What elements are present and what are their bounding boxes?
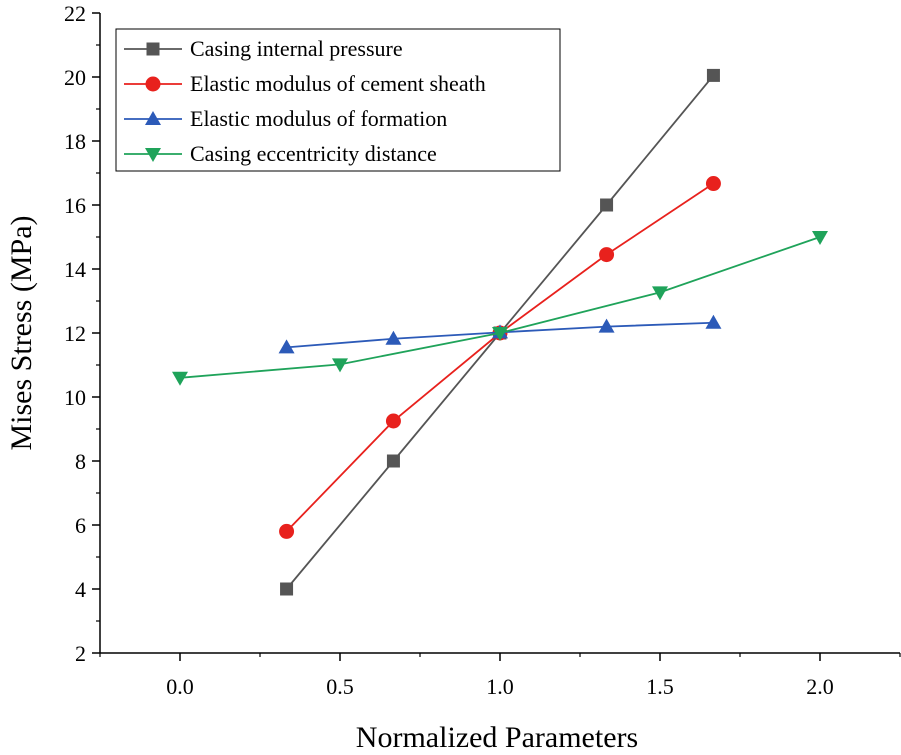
data-point	[385, 413, 401, 429]
y-tick-label: 6	[75, 513, 86, 538]
series-line	[179, 236, 821, 379]
data-point	[278, 339, 295, 354]
data-point	[598, 318, 615, 333]
y-tick-label: 18	[64, 129, 86, 154]
y-tick-label: 12	[64, 321, 86, 346]
data-point	[172, 371, 188, 386]
plot-area	[172, 68, 828, 596]
x-tick-label: 2.0	[806, 674, 834, 699]
data-point	[280, 582, 294, 596]
y-tick-label: 22	[64, 1, 86, 26]
y-tick-label: 4	[75, 577, 86, 602]
x-axis-title: Normalized Parameters	[356, 721, 638, 754]
x-tick-label: 1.5	[646, 674, 674, 699]
y-tick-label: 8	[75, 449, 86, 474]
legend-entry: Casing eccentricity distance	[124, 141, 437, 166]
series-4	[172, 231, 828, 386]
data-point	[705, 314, 722, 329]
data-point	[332, 358, 348, 373]
y-axis-title: Mises Stress (MPa)	[5, 215, 38, 450]
x-tick-label: 0.0	[166, 674, 194, 699]
data-point	[279, 523, 295, 539]
data-point	[599, 247, 615, 263]
legend-marker	[145, 148, 161, 162]
legend-label: Elastic modulus of formation	[190, 106, 447, 131]
legend-entry: Elastic modulus of formation	[124, 106, 447, 131]
legend-label: Casing eccentricity distance	[190, 141, 437, 166]
legend-label: Casing internal pressure	[190, 36, 403, 61]
legend-box	[115, 28, 561, 172]
legend: Casing internal pressure Elastic modulus …	[115, 28, 561, 172]
series-2	[279, 176, 721, 539]
y-tick-label: 20	[64, 65, 86, 90]
data-point	[492, 327, 508, 341]
data-point	[705, 176, 721, 192]
data-point	[812, 231, 828, 245]
y-tick-label: 10	[64, 385, 86, 410]
series-line	[285, 182, 714, 533]
y-tick-label: 2	[75, 641, 86, 666]
data-point	[600, 198, 614, 212]
y-tick-label: 16	[64, 193, 86, 218]
data-point	[385, 330, 402, 345]
legend-entry: Elastic modulus of cement sheath	[124, 71, 486, 96]
data-point	[706, 68, 720, 82]
y-tick-label: 14	[64, 257, 86, 282]
legend-marker	[145, 111, 161, 125]
data-point	[652, 286, 668, 301]
x-ticks: 0.0 0.5 1.0 1.5 2.0	[99, 653, 901, 699]
legend-marker	[145, 76, 161, 92]
x-tick-label: 1.0	[486, 674, 514, 699]
axes: 2 4 6 8 10 12 14 16 18 20 22 0.0 0.5 1.0 1.5 2.0	[64, 1, 901, 699]
x-tick-label: 0.5	[326, 674, 354, 699]
legend-entry: Casing internal pressure	[124, 36, 403, 61]
legend-marker	[146, 42, 160, 56]
y-ticks: 2 4 6 8 10 12 14 16 18 20 22	[64, 1, 100, 666]
data-point	[386, 454, 400, 468]
legend-label: Elastic modulus of cement sheath	[190, 71, 486, 96]
